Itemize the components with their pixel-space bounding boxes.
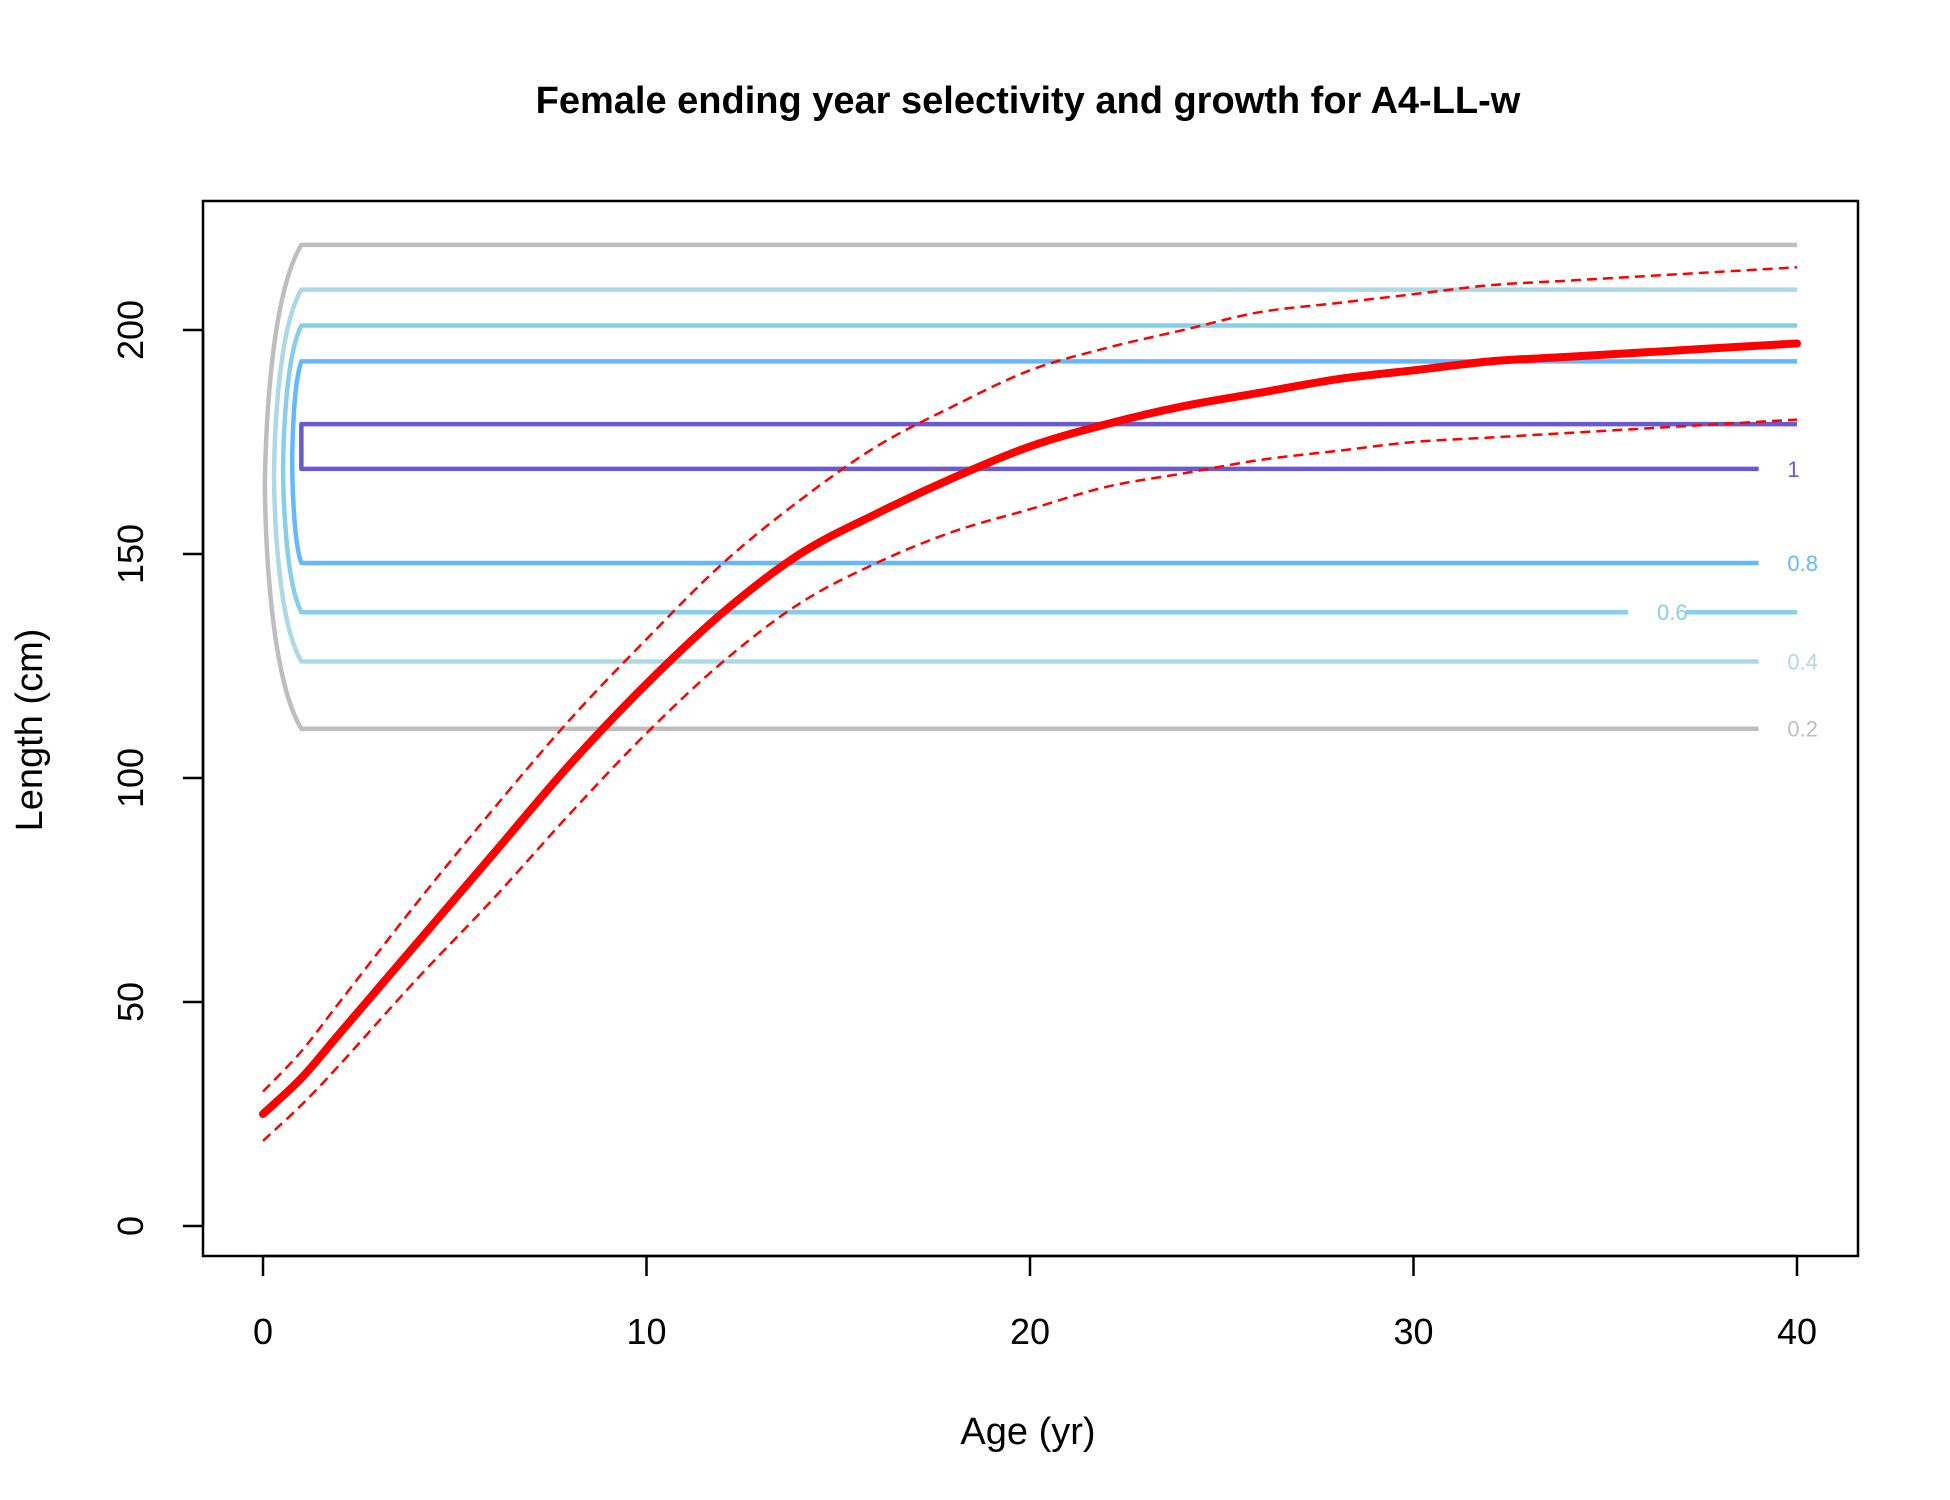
selectivity-contour-0-8 [289, 359, 1797, 566]
x-axis: 0 10 20 30 40 [253, 1254, 1817, 1352]
growth-curves [259, 266, 1801, 1142]
growth-upper-ci-line [262, 266, 1798, 1093]
x-tick-label-10: 10 [626, 1311, 666, 1352]
y-tick-label-200: 200 [110, 300, 151, 360]
contour-label-0-4: 0.4 [1787, 650, 1818, 675]
y-axis-label: Length (cm) [9, 629, 51, 832]
y-tick-label-50: 50 [110, 982, 151, 1022]
x-tick-label-0: 0 [253, 1311, 273, 1352]
x-tick-label-40: 40 [1777, 1311, 1817, 1352]
y-tick-label-150: 150 [110, 524, 151, 584]
y-tick-label-0: 0 [110, 1216, 151, 1236]
selectivity-contour-0-2 [262, 242, 1797, 731]
contour-label-1: 1 [1787, 457, 1799, 482]
growth-mean-line [259, 339, 1801, 1118]
y-axis: 0 50 100 150 200 [110, 300, 205, 1236]
chart-title: Female ending year selectivity and growt… [536, 80, 1521, 122]
contour-label-0-8: 0.8 [1787, 551, 1818, 576]
contour-label-0-6: 0.6 [1657, 600, 1688, 625]
x-tick-label-30: 30 [1393, 1311, 1433, 1352]
y-tick-label-100: 100 [110, 748, 151, 808]
selectivity-contour-0-4 [271, 287, 1797, 664]
selectivity-contours: 0.2 0.4 0.6 0.8 1 [262, 242, 1818, 742]
x-tick-label-20: 20 [1010, 1311, 1050, 1352]
selectivity-contour-0-6 [280, 323, 1797, 615]
x-axis-label: Age (yr) [960, 1411, 1095, 1453]
contour-label-0-2: 0.2 [1787, 717, 1818, 742]
selectivity-contour-1 [299, 421, 1797, 472]
growth-lower-ci-line [262, 418, 1798, 1142]
